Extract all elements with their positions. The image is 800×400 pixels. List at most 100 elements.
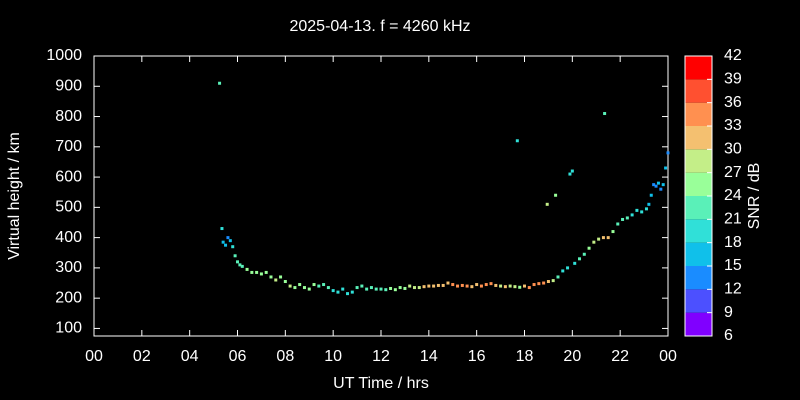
point	[432, 284, 436, 288]
point	[513, 285, 517, 289]
colorbar-band	[685, 102, 712, 126]
point	[561, 269, 565, 273]
point	[508, 284, 512, 288]
colorbar-tick-label: 24	[724, 187, 742, 204]
point	[527, 286, 531, 290]
point	[360, 284, 364, 288]
point	[341, 287, 345, 291]
point	[393, 288, 397, 292]
colorbar-tick-label: 30	[724, 141, 742, 158]
point	[412, 286, 416, 290]
point	[470, 285, 474, 289]
point	[652, 183, 656, 187]
point	[283, 280, 287, 284]
point	[240, 264, 244, 268]
point	[621, 217, 625, 221]
point	[494, 283, 498, 287]
point	[597, 237, 601, 241]
point	[664, 166, 668, 170]
point	[503, 285, 507, 289]
y-tick-label: 300	[55, 259, 82, 276]
colorbar-tick-label: 9	[724, 304, 733, 321]
point	[568, 172, 572, 176]
point	[369, 286, 373, 290]
point	[331, 289, 335, 293]
point	[601, 236, 605, 240]
point	[427, 284, 431, 288]
point	[489, 282, 493, 286]
point	[422, 285, 426, 289]
x-tick-label: 00	[659, 348, 677, 365]
point	[302, 286, 306, 290]
colorbar-band	[685, 149, 712, 173]
colorbar-band	[685, 266, 712, 290]
point	[566, 266, 570, 270]
point	[436, 283, 440, 287]
colorbar-band	[685, 219, 712, 243]
point	[389, 286, 393, 290]
point	[228, 239, 232, 243]
point	[654, 184, 658, 188]
point	[293, 286, 297, 290]
point	[630, 213, 634, 217]
point	[218, 81, 222, 85]
y-tick-label: 900	[55, 77, 82, 94]
point	[398, 286, 402, 290]
point	[647, 202, 651, 206]
point	[326, 286, 330, 290]
colorbar-band	[685, 242, 712, 266]
point	[355, 286, 359, 290]
point	[578, 257, 582, 261]
point	[537, 282, 541, 286]
x-tick-label: 12	[372, 348, 390, 365]
colorbar-tick-label: 33	[724, 117, 742, 134]
point	[288, 284, 292, 288]
point	[659, 187, 663, 191]
colorbar-tick-label: 12	[724, 281, 742, 298]
point	[384, 288, 388, 292]
point	[379, 287, 383, 291]
colorbar-band	[685, 126, 712, 150]
point	[460, 283, 464, 287]
point	[451, 283, 455, 287]
y-tick-label: 100	[55, 320, 82, 337]
point	[317, 284, 321, 288]
colorbar-band	[685, 312, 712, 336]
point	[616, 222, 620, 226]
point	[625, 216, 629, 220]
colorbar-tick-label: 15	[724, 257, 742, 274]
point	[484, 283, 488, 287]
colorbar-tick-label: 39	[724, 71, 742, 88]
point	[350, 290, 354, 294]
point	[570, 169, 574, 173]
point	[649, 193, 653, 197]
point	[603, 112, 607, 116]
colorbar-band	[685, 79, 712, 103]
point	[245, 267, 249, 271]
point	[365, 287, 369, 291]
y-tick-label: 400	[55, 229, 82, 246]
point	[635, 208, 639, 212]
x-tick-label: 14	[420, 348, 438, 365]
colorbar-tick-label: 18	[724, 234, 742, 251]
point	[441, 283, 445, 287]
point	[312, 283, 316, 287]
point	[554, 193, 558, 197]
colorbar-label: SNR / dB	[746, 163, 763, 230]
colorbar-tick-label: 42	[724, 47, 742, 64]
x-tick-label: 22	[611, 348, 629, 365]
point	[499, 284, 503, 288]
point	[259, 272, 263, 276]
point	[456, 284, 460, 288]
y-tick-label: 600	[55, 168, 82, 185]
point	[587, 246, 591, 250]
point	[479, 284, 483, 288]
point	[640, 210, 644, 214]
x-axis-label: UT Time / hrs	[333, 375, 429, 392]
colorbar-band	[685, 172, 712, 196]
colorbar-tick-label: 21	[724, 211, 742, 228]
x-tick-label: 00	[85, 348, 103, 365]
y-tick-label: 500	[55, 199, 82, 216]
